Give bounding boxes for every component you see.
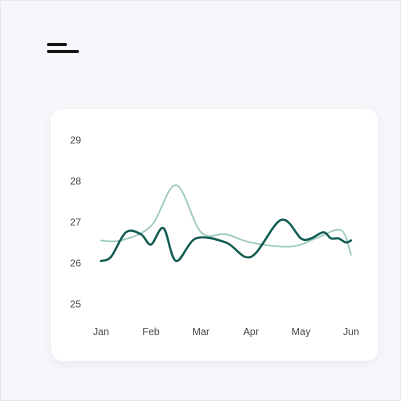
- y-tick-label: 29: [70, 136, 82, 147]
- series-lines: [101, 185, 351, 261]
- y-axis-ticks: 29 28 27 26 25: [70, 136, 82, 311]
- menu-button[interactable]: [47, 41, 83, 59]
- series-line-primary: [101, 220, 351, 261]
- x-tick-label: Apr: [243, 327, 259, 338]
- y-tick-label: 28: [70, 177, 82, 188]
- series-line-secondary: [101, 185, 351, 255]
- chart-card: 29 28 27 26 25 Jan Feb Mar Apr May Jun: [51, 109, 378, 361]
- x-tick-label: Jun: [343, 327, 359, 338]
- x-tick-label: Mar: [192, 327, 210, 338]
- x-tick-label: May: [292, 327, 311, 338]
- x-axis-ticks: Jan Feb Mar Apr May Jun: [93, 327, 359, 338]
- menu-icon-line-short: [47, 43, 67, 46]
- x-tick-label: Feb: [142, 327, 160, 338]
- line-chart: 29 28 27 26 25 Jan Feb Mar Apr May Jun: [51, 109, 378, 361]
- y-tick-label: 26: [70, 259, 82, 270]
- x-tick-label: Jan: [93, 327, 109, 338]
- menu-icon-line-long: [47, 50, 79, 53]
- y-tick-label: 25: [70, 300, 82, 311]
- y-tick-label: 27: [70, 218, 82, 229]
